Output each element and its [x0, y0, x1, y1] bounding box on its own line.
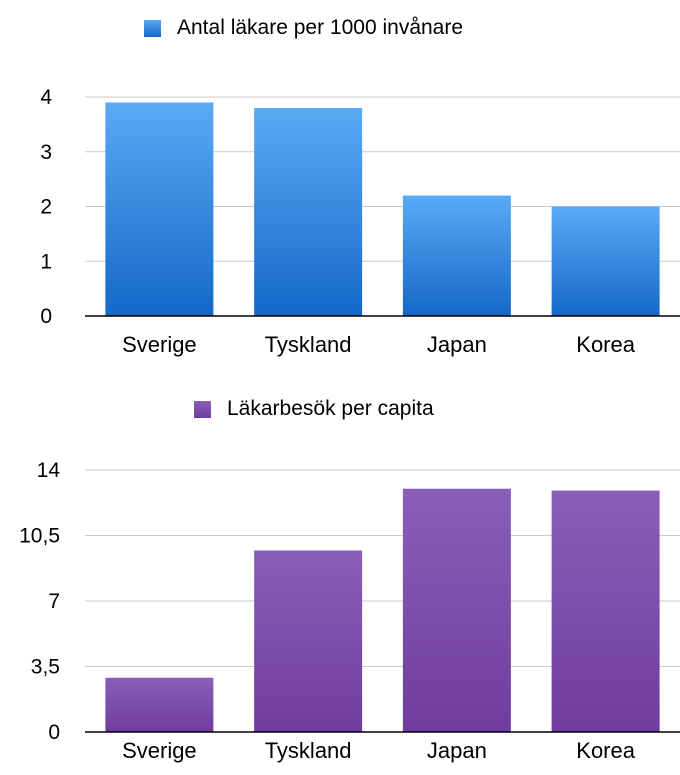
y-tick-label: 14	[37, 459, 61, 482]
legend: Läkarbesök per capita	[194, 397, 434, 421]
y-tick-label: 4	[40, 86, 52, 109]
legend: Antal läkare per 1000 invånare	[144, 16, 463, 40]
x-category-label: Korea	[576, 332, 635, 357]
legend-swatch	[144, 19, 161, 37]
x-category-label: Japan	[427, 332, 487, 357]
x-category-label: Korea	[576, 738, 635, 763]
bar	[105, 677, 214, 732]
bar	[402, 195, 511, 316]
y-tick-label: 0	[40, 305, 52, 328]
bar	[551, 490, 660, 732]
y-tick-label: 3	[40, 141, 52, 164]
y-tick-label: 2	[40, 196, 52, 219]
chart-plot: 0 3,5 7 10,5 14 Sverige Tyskland Japan Korea	[19, 459, 680, 763]
bar	[551, 206, 660, 316]
y-tick-label: 3,5	[31, 656, 60, 679]
x-category-label: Sverige	[122, 738, 197, 763]
chart-doctors-per-1000: Antal läkare per 1000 invånare 0 1 2 3 4 Sver…	[0, 0, 680, 370]
legend-label: Antal läkare per 1000 invånare	[177, 16, 464, 39]
chart-plot: 0 1 2 3 4 Sverige Tyskland Japan Korea	[40, 86, 680, 357]
bar	[254, 107, 363, 316]
bar	[254, 550, 363, 732]
y-tick-label: 0	[48, 721, 60, 744]
x-category-label: Tyskland	[265, 738, 352, 763]
y-tick-label: 10,5	[19, 525, 60, 548]
legend-label: Läkarbesök per capita	[227, 397, 434, 420]
y-tick-label: 1	[40, 250, 52, 273]
bar	[105, 102, 214, 316]
x-category-label: Japan	[427, 738, 487, 763]
legend-swatch	[194, 400, 211, 418]
bar	[402, 488, 511, 732]
y-tick-label: 7	[48, 590, 60, 613]
x-category-label: Tyskland	[265, 332, 352, 357]
x-category-label: Sverige	[122, 332, 197, 357]
chart-visits-per-capita: Läkarbesök per capita 0 3,5 7 10,5 14 Sverige…	[0, 385, 680, 770]
